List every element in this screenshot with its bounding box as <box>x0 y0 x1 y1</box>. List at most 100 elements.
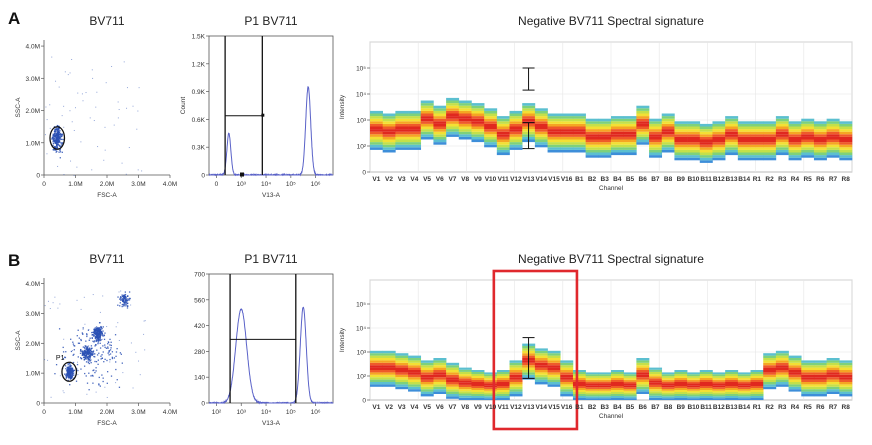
signature-band <box>661 118 675 122</box>
signature-band <box>496 142 510 145</box>
channel-tick-label: B11 <box>700 404 712 411</box>
signature-band <box>471 390 485 392</box>
signature-band <box>661 396 675 399</box>
signature-band <box>471 382 485 384</box>
signature-band <box>458 380 472 383</box>
channel-tick-label: V15 <box>548 404 560 411</box>
signature-band <box>585 398 599 400</box>
data-point <box>51 56 53 58</box>
signature-band <box>446 370 460 373</box>
data-point <box>77 356 79 358</box>
data-point <box>44 359 46 361</box>
signature-band <box>572 113 586 117</box>
signature-band <box>839 360 853 363</box>
data-point <box>72 343 75 345</box>
data-point <box>56 142 58 145</box>
signature-band <box>813 386 827 390</box>
data-point <box>99 340 101 342</box>
signature-band <box>661 372 675 375</box>
data-point <box>69 110 71 112</box>
data-point <box>73 174 75 176</box>
data-point <box>95 336 97 338</box>
x-tick-label: 0 <box>42 181 46 188</box>
data-point <box>80 348 82 351</box>
data-point <box>49 127 51 129</box>
signature-band <box>839 367 853 370</box>
channel-tick-label: B2 <box>588 404 597 411</box>
signature-band <box>433 370 447 373</box>
data-point <box>144 320 146 322</box>
signature-band <box>560 149 574 153</box>
signature-band <box>408 131 422 135</box>
signature-band <box>598 376 612 378</box>
signature-band <box>712 383 726 386</box>
signature-band <box>585 131 599 135</box>
signature-band <box>623 116 637 119</box>
data-point <box>119 352 122 354</box>
channel-tick-label: V12 <box>510 404 522 411</box>
signature-band <box>801 147 815 150</box>
data-point <box>99 331 101 334</box>
signature-band <box>382 136 396 140</box>
signature-band <box>826 118 840 122</box>
signature-band <box>750 123 764 127</box>
x-axis-title: V13-A <box>262 420 281 427</box>
signature-band <box>763 384 777 387</box>
data-point <box>57 127 59 129</box>
signature-band <box>382 118 396 122</box>
signature-band <box>370 131 383 135</box>
signature-band <box>534 134 548 137</box>
data-point <box>121 298 124 300</box>
data-point <box>99 337 101 339</box>
signature-band <box>674 152 688 156</box>
signature-band <box>433 382 447 385</box>
data-point <box>49 308 51 310</box>
signature-band <box>572 390 586 392</box>
signature-band <box>737 139 751 143</box>
signature-band <box>813 365 827 368</box>
data-point <box>86 393 88 395</box>
signature-band <box>496 370 510 372</box>
signature-band <box>775 350 789 354</box>
data-point <box>53 137 55 139</box>
signature-band <box>687 383 701 386</box>
signature-band <box>750 134 764 137</box>
signature-band <box>408 379 422 382</box>
data-point <box>58 86 60 88</box>
signature-band <box>458 131 472 135</box>
signature-band <box>446 367 460 370</box>
signature-band <box>826 131 840 135</box>
x-tick-label: 4.0M <box>163 409 177 416</box>
signature-band <box>788 379 802 382</box>
channel-tick-label: B5 <box>626 176 635 183</box>
signature-band <box>636 129 650 132</box>
signature-band <box>712 385 726 388</box>
channel-tick-label: V14 <box>535 176 547 183</box>
data-point <box>85 346 87 348</box>
signature-band <box>737 144 751 148</box>
signature-band <box>712 392 726 395</box>
signature-band <box>687 139 701 143</box>
signature-band <box>509 377 523 380</box>
signature-band <box>623 385 637 388</box>
signature-band <box>547 384 561 387</box>
signature-band <box>649 118 663 122</box>
data-point <box>82 327 84 329</box>
data-point <box>98 330 100 332</box>
signature-band <box>420 360 434 363</box>
signature-band <box>826 142 840 145</box>
signature-band <box>649 387 663 390</box>
data-point <box>122 300 124 302</box>
signature-band <box>636 118 650 122</box>
data-point <box>72 354 74 356</box>
signature-band <box>636 374 650 378</box>
data-point <box>86 347 89 350</box>
signature-band <box>382 123 396 127</box>
signature-band <box>649 147 663 150</box>
data-point <box>86 346 88 349</box>
data-point <box>61 115 63 117</box>
signature-band <box>471 118 485 122</box>
data-point <box>67 364 69 366</box>
signature-band <box>725 374 739 376</box>
signature-band <box>725 372 739 374</box>
